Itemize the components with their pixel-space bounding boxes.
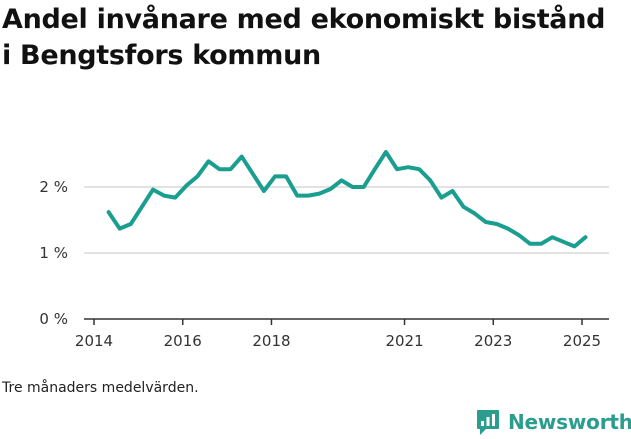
x-tick-label: 2023 xyxy=(474,332,512,350)
x-tick-label: 2021 xyxy=(385,332,423,350)
x-tick-label: 2025 xyxy=(563,332,601,350)
footnote: Tre månaders medelvärden. xyxy=(2,380,199,396)
y-tick-label: 2 % xyxy=(39,178,68,196)
x-tick-label: 2014 xyxy=(75,332,113,350)
newsworthy-logo-icon xyxy=(477,410,499,435)
y-tick-label: 0 % xyxy=(39,310,68,328)
line-chart: 0 % 1 % 2 % 2014 2016 2018 2021 2023 2025 xyxy=(39,150,609,350)
x-axis: 2014 2016 2018 2021 2023 2025 xyxy=(75,318,609,350)
y-axis-ticks: 0 % 1 % 2 % xyxy=(39,178,68,328)
x-tick-label: 2018 xyxy=(252,332,290,350)
chart-title: Andel invånare med ekonomiskt bistånd i … xyxy=(2,4,606,71)
y-tick-label: 1 % xyxy=(39,244,68,262)
grid-lines xyxy=(84,186,609,254)
series-layer xyxy=(106,150,588,249)
x-tick-label: 2016 xyxy=(164,332,202,350)
brand-name: Newsworthy xyxy=(508,410,631,434)
series-line xyxy=(106,150,588,249)
newsworthy-logo: Newsworthy xyxy=(476,406,631,438)
